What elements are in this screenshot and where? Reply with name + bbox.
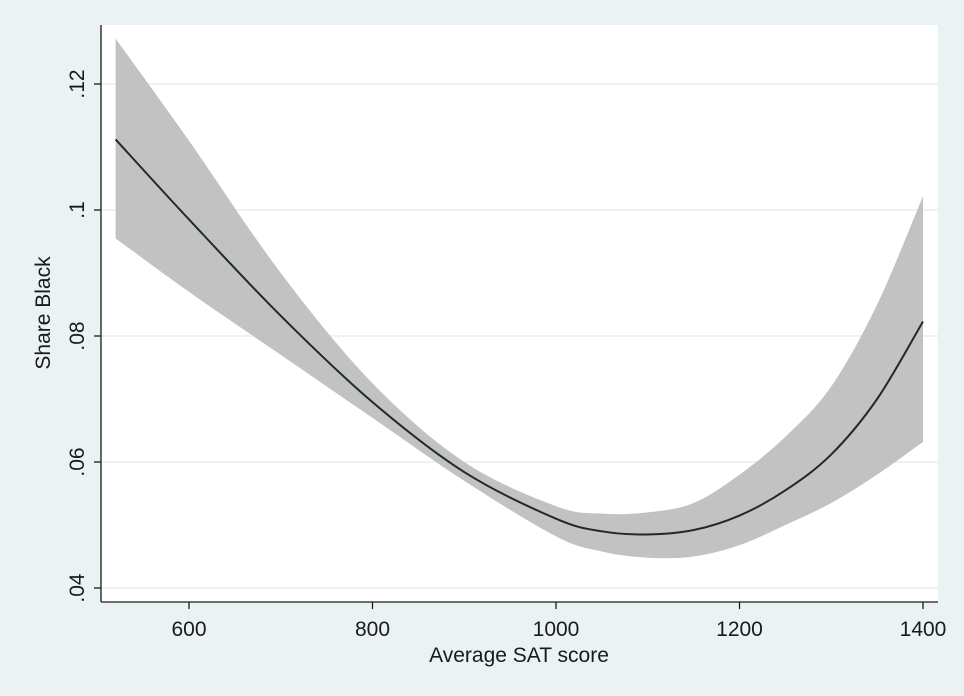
y-tick-label-3: .1 — [66, 201, 89, 219]
confidence-band-0 — [115, 38, 924, 559]
x-tick-label-0: 600 — [171, 618, 206, 641]
y-axis-ticks: .04 .06 .08 .1 .12 — [66, 69, 101, 603]
y-tick-label-2: .08 — [66, 321, 89, 350]
confidence-band-layer — [115, 38, 924, 559]
y-tick-label-4: .12 — [66, 69, 89, 98]
y-tick-label-1: .06 — [66, 447, 89, 476]
series-line-0 — [114, 138, 924, 536]
x-axis-ticks: 600 800 1000 1200 1400 — [171, 602, 946, 641]
axes — [100, 25, 938, 603]
x-tick-label-1: 800 — [355, 618, 390, 641]
x-tick-label-2: 1000 — [533, 618, 580, 641]
x-tick-label-3: 1200 — [716, 618, 763, 641]
x-axis-label: Average SAT score — [429, 644, 609, 667]
x-tick-label-4: 1400 — [900, 618, 947, 641]
y-axis-label: Share Black — [32, 256, 55, 370]
y-tick-label-0: .04 — [66, 573, 89, 603]
series-line-layer — [114, 138, 924, 536]
